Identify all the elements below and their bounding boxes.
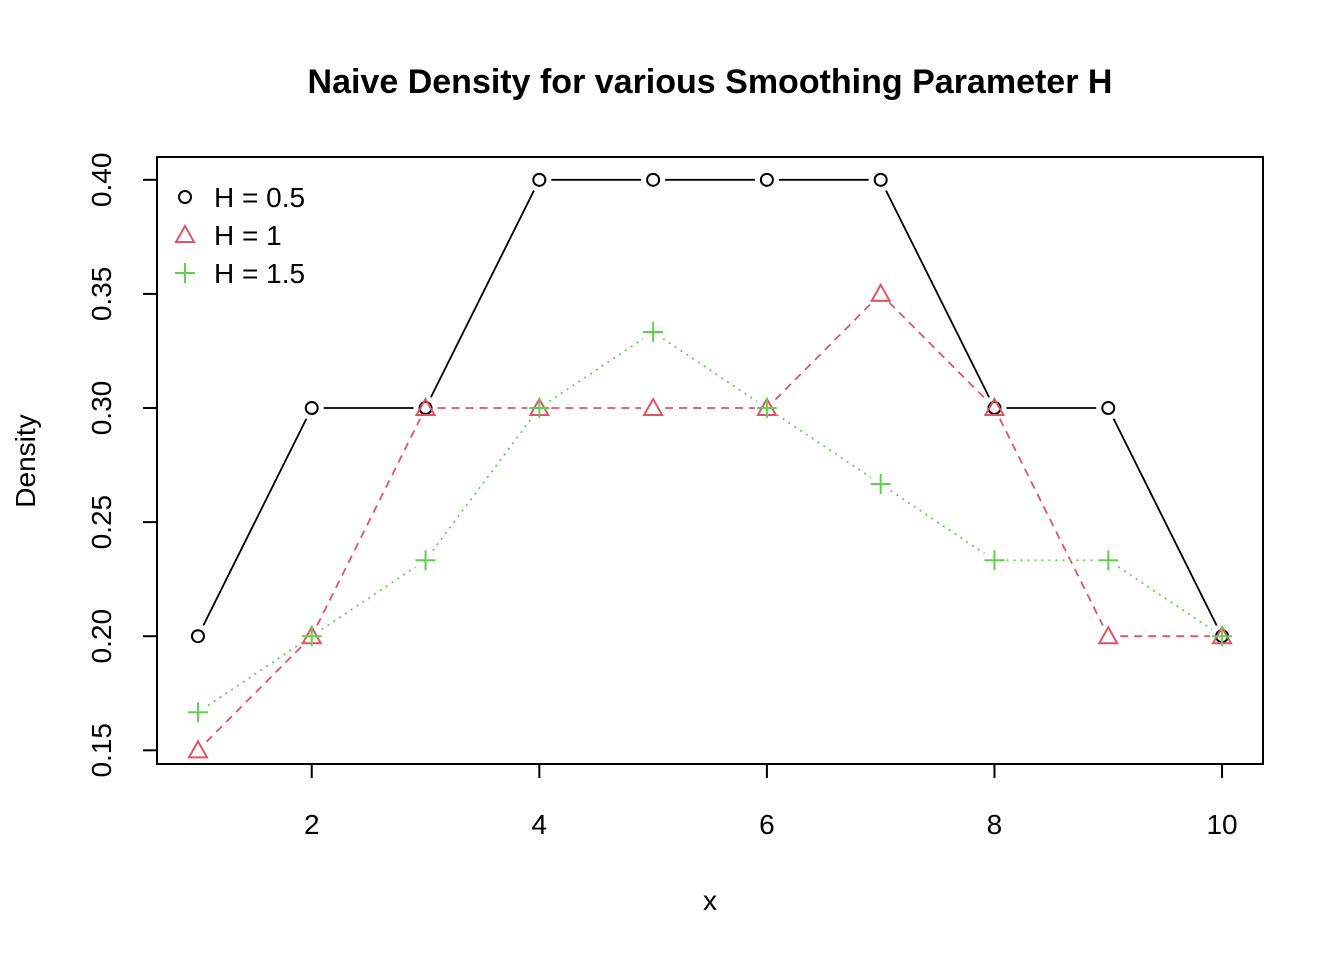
data-point-plus <box>529 398 550 419</box>
data-point-triangle <box>414 396 437 417</box>
series-3 <box>187 322 1233 723</box>
y-axis: 0.15 0.20 0.25 0.30 0.35 0.40 <box>86 153 157 778</box>
plot-frame <box>156 156 1264 765</box>
series-line-segment <box>321 566 417 631</box>
y-tick-label: 0.35 <box>86 267 117 322</box>
series-layer <box>187 172 1233 759</box>
data-point-plus <box>301 626 322 647</box>
y-tick-label: 0.20 <box>86 609 117 664</box>
legend-marker-circle <box>178 190 192 204</box>
legend-marker-plus <box>175 263 195 283</box>
data-point-circle <box>1101 401 1116 416</box>
legend-label: H = 1.5 <box>214 258 305 289</box>
legend-item: H = 1 <box>174 220 282 251</box>
x-axis: 2 4 6 8 10 <box>304 764 1238 840</box>
series-line-segment <box>548 337 644 403</box>
data-point-circle <box>532 172 547 187</box>
y-tick-label: 0.40 <box>86 153 117 208</box>
y-tick-label: 0.30 <box>86 381 117 436</box>
series-line-segment <box>890 489 985 555</box>
x-tick-label: 2 <box>304 809 320 840</box>
data-point-circle <box>759 172 774 187</box>
legend-label: H = 1 <box>214 220 282 251</box>
data-point-triangle <box>1097 625 1119 645</box>
series-line-segment <box>205 644 304 743</box>
series-line-segment <box>1112 418 1218 626</box>
data-point-circle <box>190 629 205 644</box>
legend-item: H = 1.5 <box>175 258 305 289</box>
series-line-segment <box>202 418 308 626</box>
chart-title: Naive Density for various Smoothing Para… <box>308 63 1113 101</box>
y-axis-label: Density <box>10 414 41 507</box>
data-point-plus <box>643 322 664 343</box>
legend-label: H = 0.5 <box>214 182 305 213</box>
series-line-segment <box>316 418 421 626</box>
x-tick-label: 10 <box>1206 809 1237 840</box>
data-point-circle <box>646 172 661 187</box>
series-line-segment <box>774 301 873 401</box>
data-point-plus <box>756 398 777 419</box>
x-tick-label: 6 <box>759 809 775 840</box>
legend-marker-triangle <box>174 223 196 244</box>
series-line-segment <box>207 642 303 707</box>
x-tick-label: 8 <box>987 809 1003 840</box>
series-line-segment <box>776 413 872 479</box>
data-point-plus <box>187 702 208 723</box>
data-point-triangle <box>869 282 892 302</box>
series-line-segment <box>662 337 758 403</box>
data-point-circle <box>873 172 888 187</box>
legend: H = 0.5 H = 1 H = 1.5 <box>174 182 305 289</box>
data-point-triangle <box>187 739 209 759</box>
series-2 <box>187 282 1233 759</box>
series-line-segment <box>888 301 987 401</box>
x-axis-label: x <box>703 885 717 916</box>
series-line-segment <box>431 417 533 552</box>
data-point-plus <box>415 550 436 571</box>
series-line-segment <box>1117 566 1213 631</box>
data-point-triangle <box>983 396 1006 417</box>
y-tick-label: 0.25 <box>86 495 117 550</box>
x-tick-label: 4 <box>532 809 548 840</box>
series-line-segment <box>430 190 535 398</box>
data-point-plus <box>1212 626 1233 647</box>
data-point-plus <box>984 550 1005 571</box>
series-line-segment <box>999 418 1104 626</box>
data-point-plus <box>1098 550 1119 571</box>
y-tick-label: 0.15 <box>86 723 117 778</box>
series-line-segment <box>885 190 990 398</box>
data-point-circle <box>304 401 319 416</box>
data-point-plus <box>870 474 891 495</box>
data-point-triangle <box>642 396 664 417</box>
legend-item: H = 0.5 <box>178 182 305 213</box>
